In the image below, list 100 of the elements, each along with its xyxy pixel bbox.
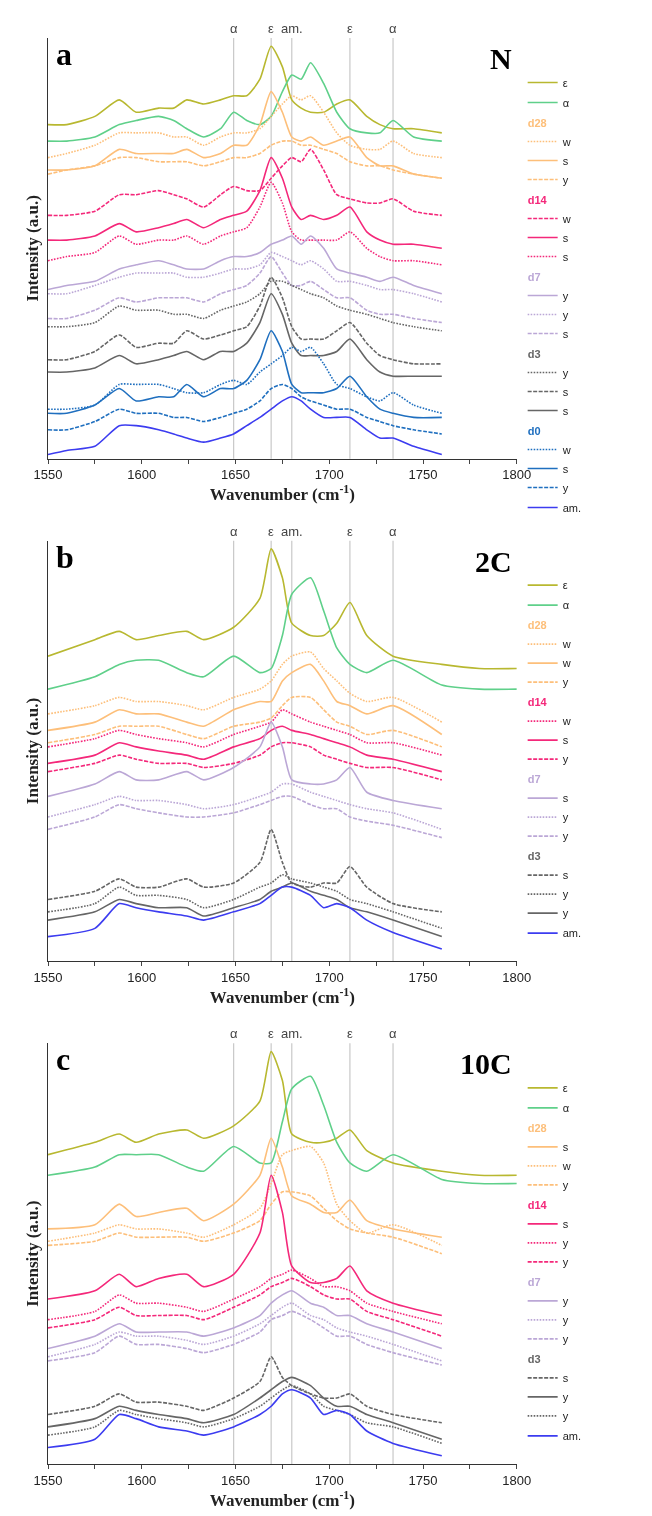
chart-subtitle: 10C — [460, 1047, 512, 1080]
text: d28 — [527, 619, 547, 632]
legend-label: y — [562, 1237, 569, 1250]
x-tick-label: 1750 — [408, 1472, 438, 1488]
x-tick-label: 1700 — [314, 1472, 344, 1488]
x-tick-label: 1650 — [221, 467, 250, 483]
legend-label: w — [561, 443, 571, 456]
text: d3 — [527, 347, 541, 360]
x-tick-label: 1650 — [221, 969, 250, 985]
legend-label: s — [562, 231, 569, 244]
legend-label: w — [561, 715, 571, 728]
chart-title: a — [56, 36, 72, 72]
legend-label: s — [562, 1218, 569, 1231]
text: d7 — [527, 270, 541, 283]
x-tick-label: 1800 — [502, 467, 532, 483]
ref-line-label: α — [389, 21, 397, 36]
x-tick-label: 1600 — [127, 969, 157, 985]
legend-label: y — [562, 676, 569, 689]
legend-label: s — [562, 154, 569, 167]
legend-label: y — [562, 1391, 569, 1404]
ref-line-label: ε — [347, 21, 353, 36]
legend-label: y — [562, 830, 569, 843]
legend-label: s — [562, 250, 569, 263]
legend-label: y — [562, 753, 569, 766]
legend-label: y — [562, 1256, 569, 1269]
text: ε — [562, 579, 568, 592]
text: α — [562, 599, 570, 612]
legend-label: s — [562, 385, 569, 398]
legend-label: α — [562, 96, 570, 109]
legend-label: am. — [562, 1430, 581, 1443]
x-tick-label: 1800 — [502, 969, 532, 985]
ref-line-label: ε — [347, 1026, 353, 1041]
legend-label: ε — [562, 76, 568, 89]
ref-line-label: am. — [281, 21, 303, 36]
legend-label: s — [562, 792, 569, 805]
ref-line-label: ε — [268, 1026, 274, 1041]
y-axis-title: Intensity (a.u.) — [22, 697, 42, 805]
x-axis-title: Wavenumber (cm$^{-1}$) — [209, 1487, 355, 1510]
text: d3 — [527, 1353, 541, 1366]
x-tick-label: 1750 — [408, 467, 438, 483]
legend-label: s — [562, 869, 569, 882]
legend-label: y — [562, 888, 569, 901]
x-tick-label: 1600 — [127, 467, 157, 483]
legend-label: ε — [562, 1082, 568, 1095]
legend-label: y — [562, 173, 569, 186]
x-tick-label: 1600 — [127, 1472, 157, 1488]
x-tick-label: 1550 — [33, 1472, 63, 1488]
chart-subtitle: 2C — [475, 545, 512, 578]
x-tick-label: 1750 — [408, 969, 438, 985]
x-axis-title: Wavenumber (cm$^{-1}$) — [209, 984, 355, 1008]
x-tick-label: 1550 — [33, 467, 63, 483]
text: d7 — [527, 1276, 541, 1289]
ref-line-label: α — [389, 1026, 397, 1041]
ref-line-label: am. — [281, 1026, 303, 1041]
legend-label: w — [561, 657, 571, 670]
legend-label: y — [562, 481, 569, 494]
text: d14 — [527, 193, 548, 206]
x-tick-label: 1700 — [314, 969, 344, 985]
chart-title: c — [56, 1041, 71, 1077]
x-tick-label: 1700 — [314, 467, 344, 483]
text: d7 — [527, 773, 541, 786]
text: d3 — [527, 850, 541, 863]
legend-label: am. — [562, 927, 581, 940]
legend-label: w — [561, 212, 571, 225]
text: d28 — [527, 1122, 547, 1135]
text: d28 — [527, 116, 547, 129]
y-axis-title: Intensity (a.u.) — [22, 195, 42, 302]
ref-line-label: α — [230, 524, 238, 539]
legend-label: w — [561, 1160, 571, 1173]
legend-label: s — [562, 734, 569, 747]
legend-label: y — [562, 1314, 569, 1327]
legend-label: s — [562, 1141, 569, 1154]
chart-subtitle: N — [490, 42, 512, 75]
legend-label: s — [562, 404, 569, 417]
legend-label: y — [562, 811, 569, 824]
ref-line-label: α — [230, 21, 238, 36]
ref-line-label: ε — [268, 21, 274, 36]
legend-label: am. — [562, 501, 581, 514]
ref-line-label: α — [389, 524, 397, 539]
legend-label: y — [562, 1410, 569, 1423]
legend-label: y — [562, 366, 569, 379]
legend-label: y — [562, 1295, 569, 1308]
legend-label: s — [562, 462, 569, 475]
ref-line-label: ε — [347, 524, 353, 539]
text: d14 — [527, 696, 548, 709]
x-axis-title: Wavenumber (cm$^{-1}$) — [209, 482, 355, 505]
legend-label: s — [562, 1372, 569, 1385]
text: d14 — [527, 1199, 548, 1212]
legend-label: s — [562, 327, 569, 340]
legend-label: y — [562, 1333, 569, 1346]
legend-label: α — [562, 1102, 570, 1115]
legend-label: y — [562, 289, 569, 302]
ref-line-label: ε — [268, 524, 274, 539]
legend-label: w — [561, 638, 571, 651]
x-tick-label: 1800 — [502, 1472, 532, 1488]
legend-label: y — [562, 1179, 569, 1192]
legend-label: y — [562, 907, 569, 920]
y-axis-title: Intensity (a.u.) — [22, 1200, 42, 1307]
ref-line-label: am. — [281, 524, 303, 539]
legend-label: w — [561, 135, 571, 148]
